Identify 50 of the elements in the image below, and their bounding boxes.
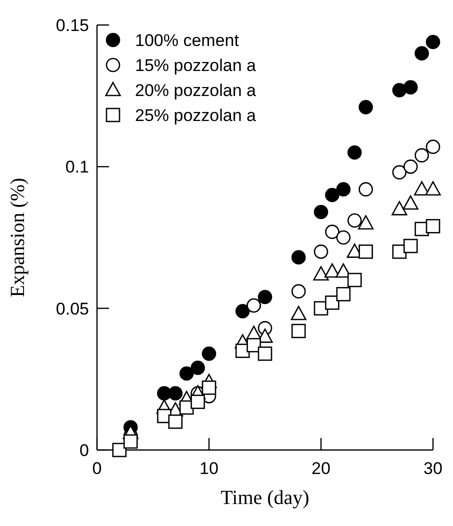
y-tick-label: 0.15: [56, 16, 89, 35]
legend-label: 20% pozzolan a: [135, 80, 257, 100]
point: [403, 80, 418, 94]
y-tick-label: 0.05: [56, 299, 89, 318]
point: [258, 346, 272, 361]
point: [403, 238, 418, 254]
legend-label: 100% cement: [135, 30, 240, 50]
point: [336, 182, 351, 196]
x-tick-label: 30: [424, 459, 442, 478]
point: [168, 386, 183, 400]
point: [392, 83, 407, 98]
y-axis-title: Expansion (%): [7, 178, 29, 298]
point: [202, 380, 216, 395]
point: [425, 181, 441, 196]
x-axis-title: Time (day): [220, 487, 310, 509]
point: [324, 263, 340, 278]
point: [347, 145, 362, 160]
legend-label: 15% pozzolan a: [135, 56, 257, 75]
point: [123, 434, 138, 449]
y-tick-label: 0.1: [65, 158, 89, 177]
point: [190, 394, 205, 409]
point: [402, 195, 418, 210]
y-tick-label: 0: [80, 440, 89, 460]
point: [347, 272, 362, 288]
point: [168, 414, 183, 429]
point: [246, 338, 261, 352]
point: [414, 46, 429, 60]
point: [358, 100, 373, 114]
point: [392, 201, 408, 216]
legend-label: 25% pozzolan a: [135, 106, 257, 125]
point: [426, 219, 440, 234]
point: [336, 287, 351, 302]
point: [235, 304, 250, 318]
point: [325, 296, 340, 310]
point: [325, 188, 340, 202]
point: [290, 306, 306, 320]
point: [291, 324, 306, 338]
x-tick-label: 0: [92, 459, 102, 478]
point: [202, 346, 216, 361]
point: [291, 250, 306, 264]
point: [358, 215, 374, 230]
point: [179, 366, 194, 381]
point: [358, 244, 373, 259]
x-tick-label: 10: [200, 459, 218, 478]
point: [190, 360, 205, 375]
x-tick-label: 20: [312, 459, 330, 478]
point: [314, 204, 328, 220]
point: [426, 34, 440, 50]
point: [258, 290, 272, 304]
point: [313, 266, 329, 281]
